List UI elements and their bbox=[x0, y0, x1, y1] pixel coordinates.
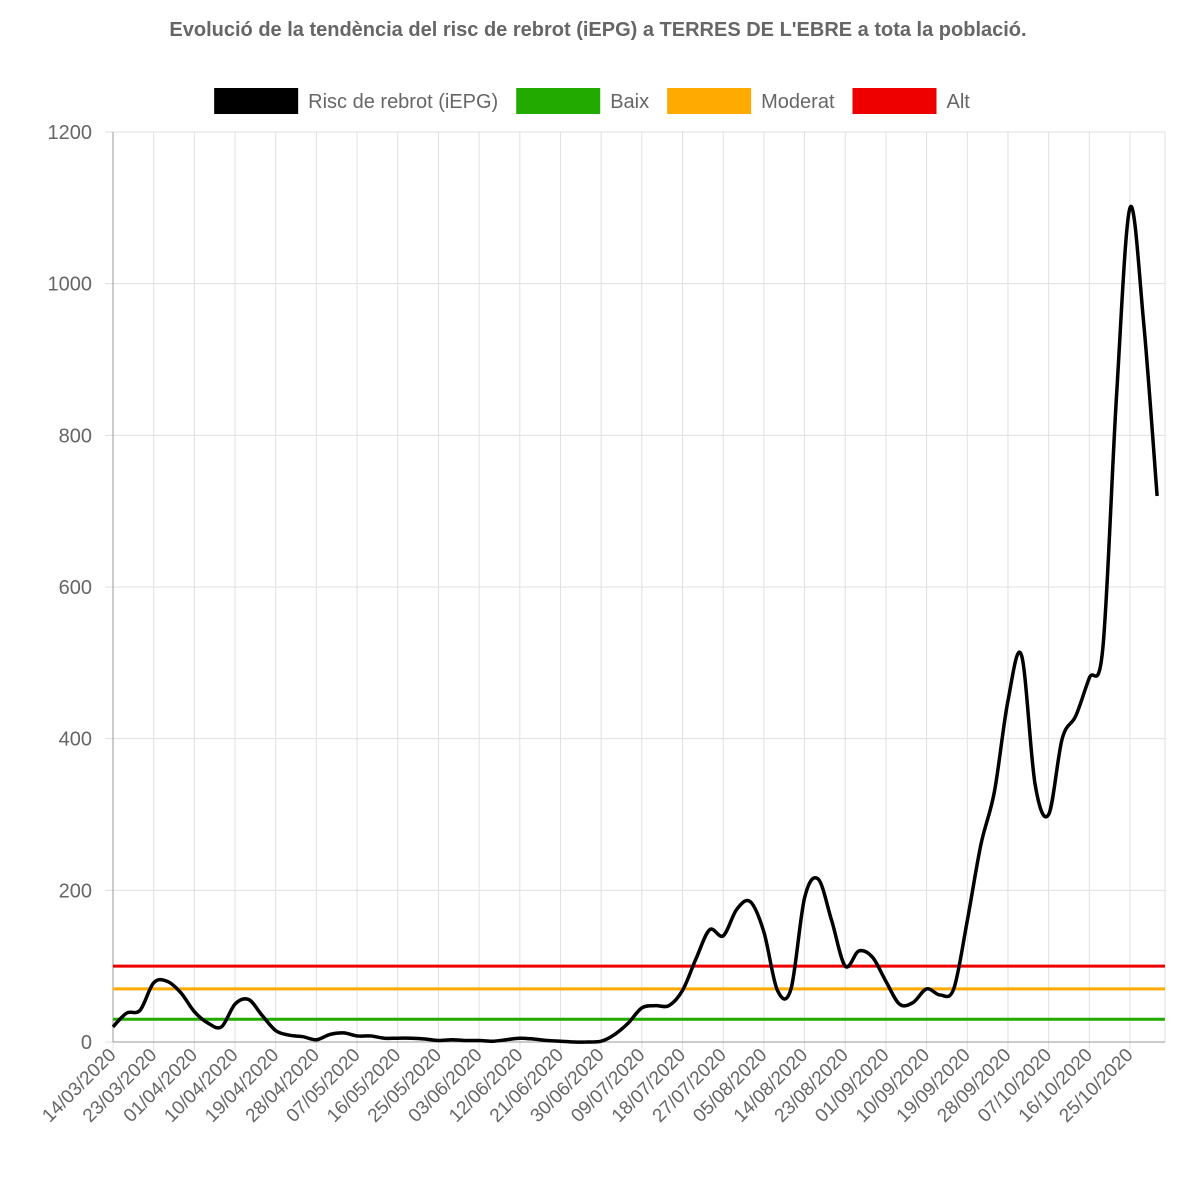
y-tick-label: 400 bbox=[59, 729, 92, 751]
chart-title: Evolució de la tendència del risc de reb… bbox=[169, 19, 1026, 41]
y-tick-label: 1200 bbox=[48, 122, 93, 144]
y-tick-label: 0 bbox=[81, 1032, 92, 1054]
legend-swatch bbox=[516, 88, 601, 114]
y-tick-label: 200 bbox=[59, 880, 92, 902]
legend-label: Risc de rebrot (iEPG) bbox=[308, 91, 498, 113]
legend-label: Baix bbox=[610, 91, 649, 113]
legend-label: Moderat bbox=[761, 91, 835, 113]
y-tick-label: 1000 bbox=[48, 274, 93, 296]
legend-swatch bbox=[214, 88, 299, 114]
data-line bbox=[111, 204, 1159, 1044]
y-tick-label: 600 bbox=[59, 577, 92, 599]
y-tick-label: 800 bbox=[59, 425, 92, 447]
legend-swatch bbox=[667, 88, 752, 114]
legend-swatch bbox=[852, 88, 937, 114]
legend: Risc de rebrot (iEPG) Baix Moderat Alt bbox=[214, 88, 970, 114]
legend-label: Alt bbox=[947, 91, 971, 113]
